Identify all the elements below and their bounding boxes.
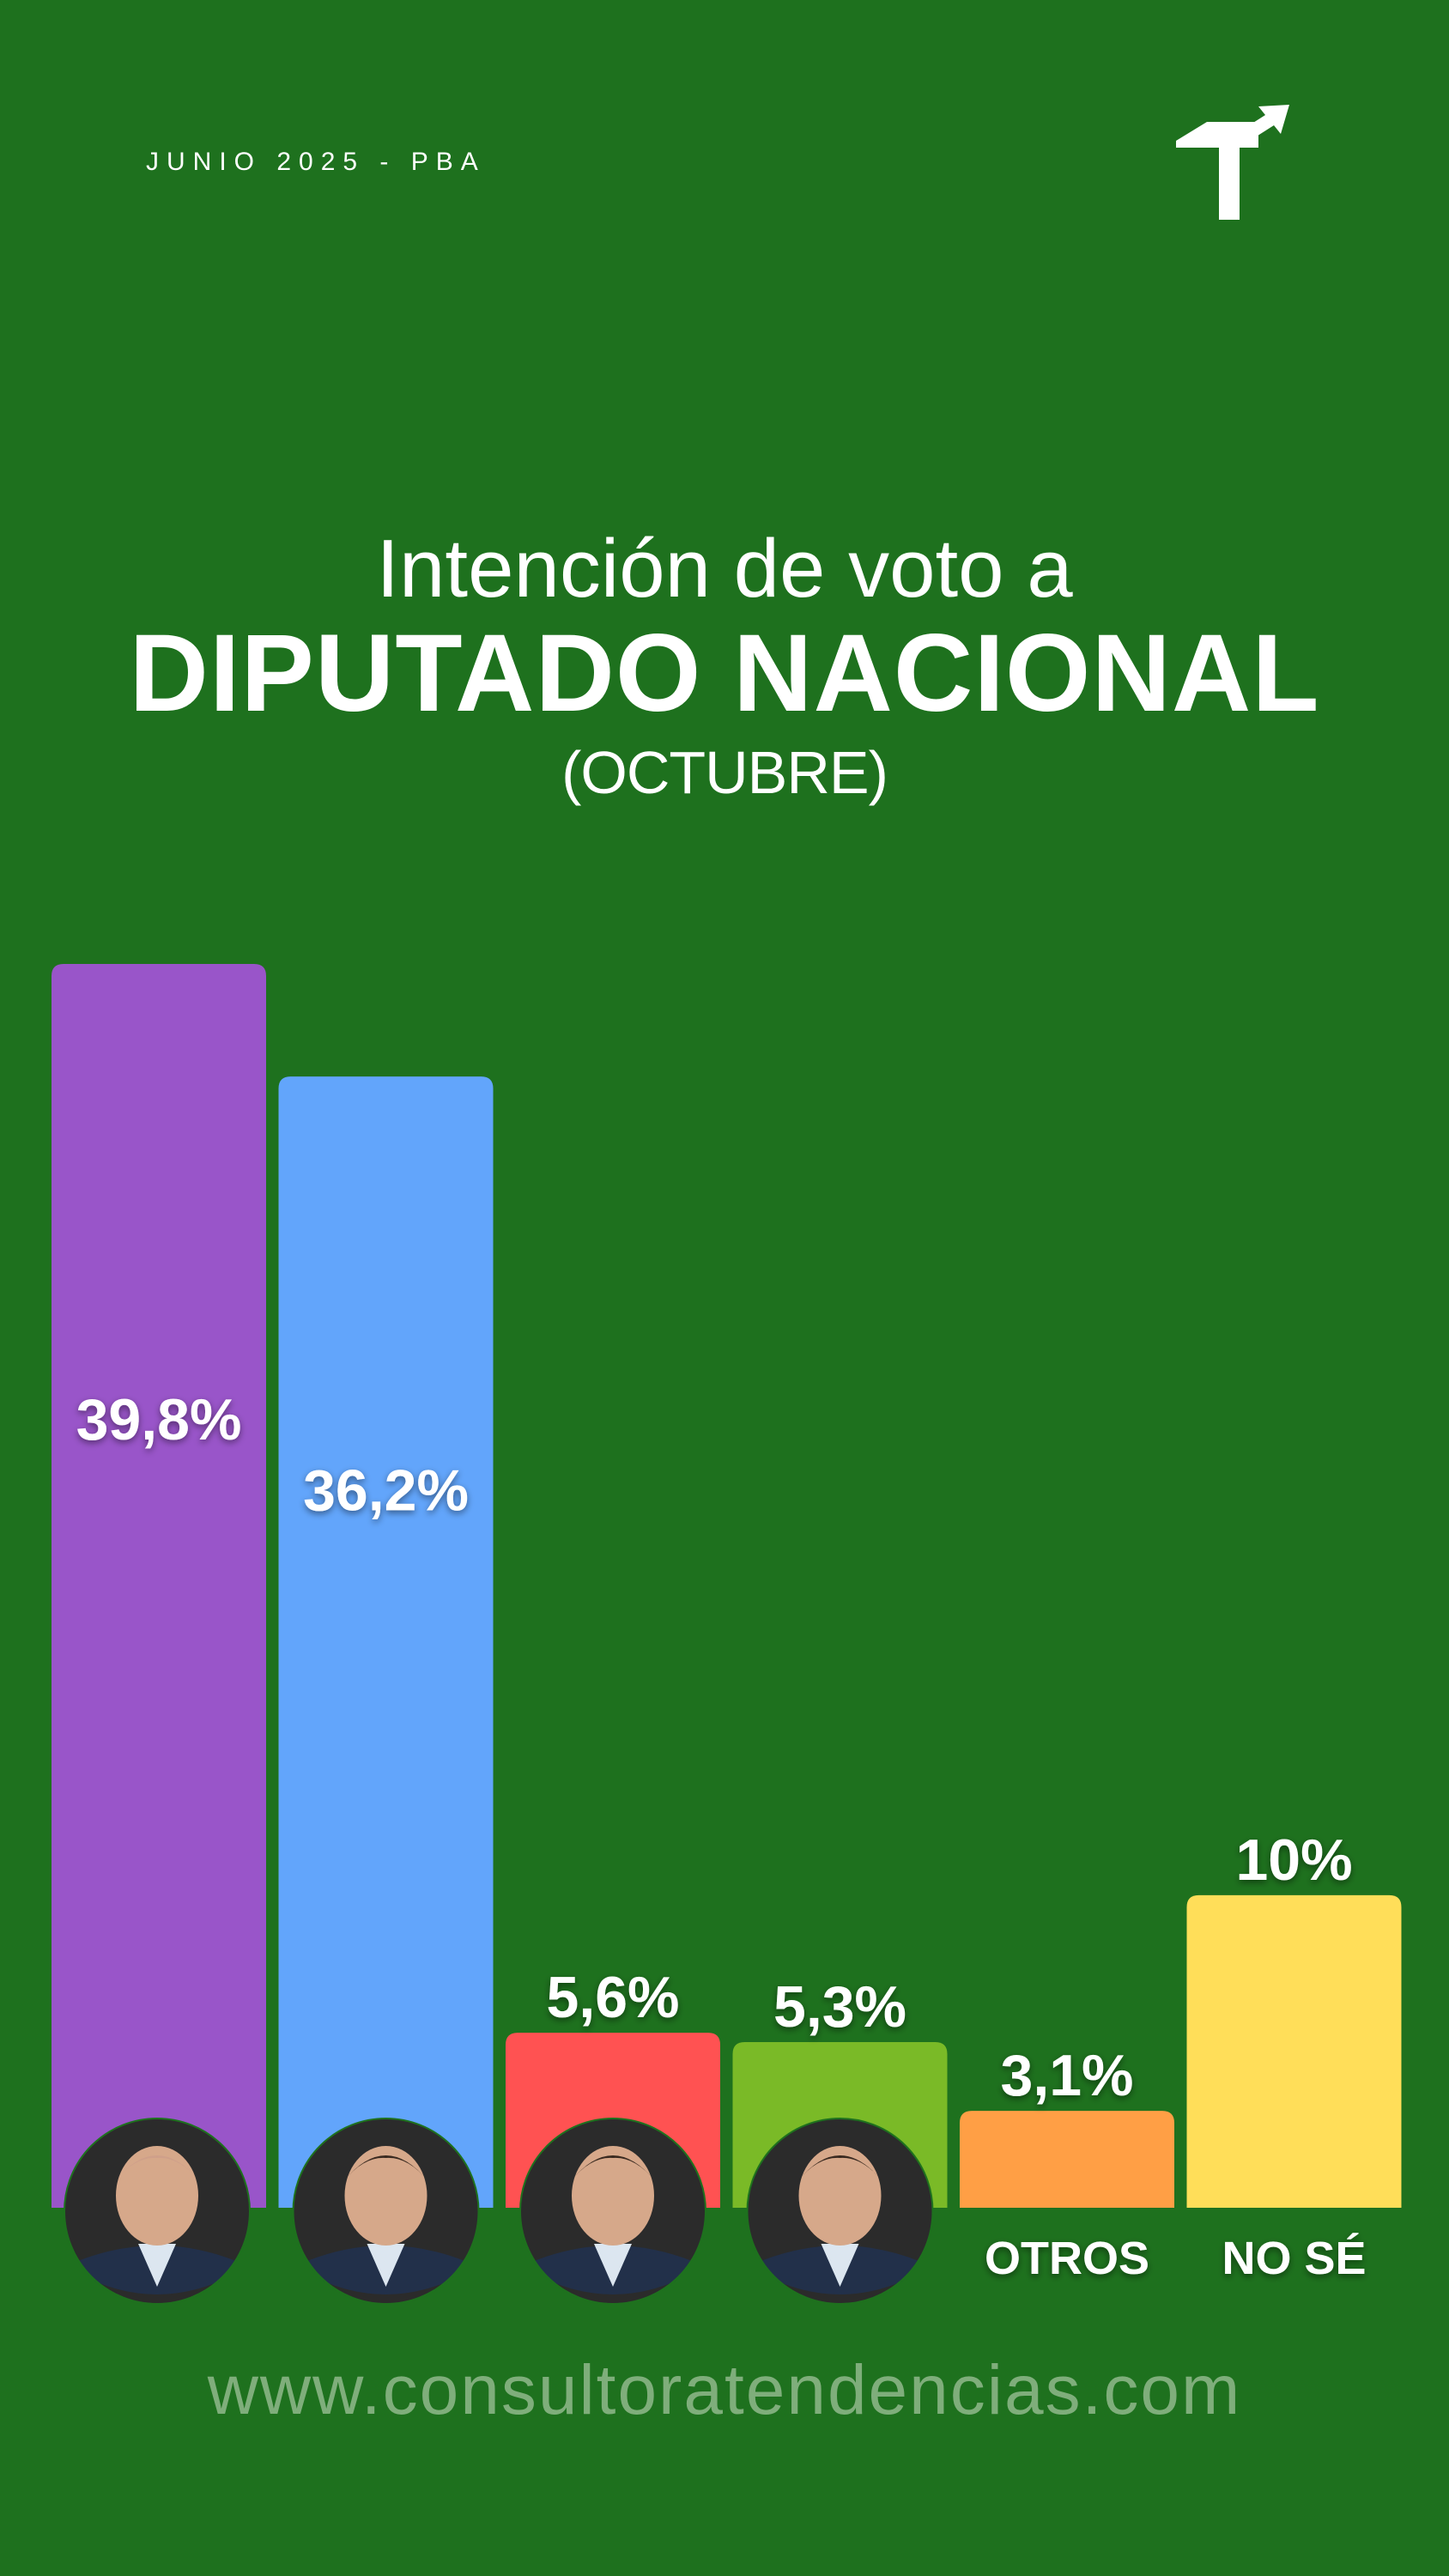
bar-5 bbox=[1186, 1894, 1402, 2208]
candidate-photo-0 bbox=[64, 2118, 251, 2305]
chart-title-block: Intención de voto a DIPUTADO NACIONAL (O… bbox=[0, 524, 1449, 809]
website-url[interactable]: www.consultoratendencias.com bbox=[207, 2351, 1242, 2429]
bar-value-label-2: 5,6% bbox=[547, 1965, 680, 2030]
candidate-photo-1 bbox=[292, 2118, 480, 2305]
tendencias-logo-icon bbox=[1176, 105, 1289, 220]
bar-value-label-1: 36,2% bbox=[303, 1458, 469, 1524]
title-line-1: Intención de voto a bbox=[376, 523, 1073, 615]
date-tag: JUNIO 2025 - PBA bbox=[146, 148, 486, 176]
bar-4 bbox=[960, 2111, 1174, 2208]
bar-value-label-5: 10% bbox=[1235, 1827, 1352, 1893]
category-label-4: OTROS bbox=[985, 2233, 1149, 2284]
candidate-photo-3 bbox=[746, 2118, 934, 2305]
bar-1 bbox=[278, 1076, 494, 2208]
bar-value-label-0: 39,8% bbox=[76, 1387, 242, 1452]
title-line-3: (OCTUBRE) bbox=[561, 738, 888, 806]
candidate-photo-2 bbox=[519, 2118, 706, 2305]
bar-0 bbox=[52, 964, 266, 2208]
bar-value-label-3: 5,3% bbox=[773, 1974, 906, 2040]
bar-value-label-4: 3,1% bbox=[1001, 2043, 1134, 2108]
category-label-5: NO SÉ bbox=[1222, 2233, 1366, 2284]
title-line-2: DIPUTADO NACIONAL bbox=[129, 611, 1320, 735]
